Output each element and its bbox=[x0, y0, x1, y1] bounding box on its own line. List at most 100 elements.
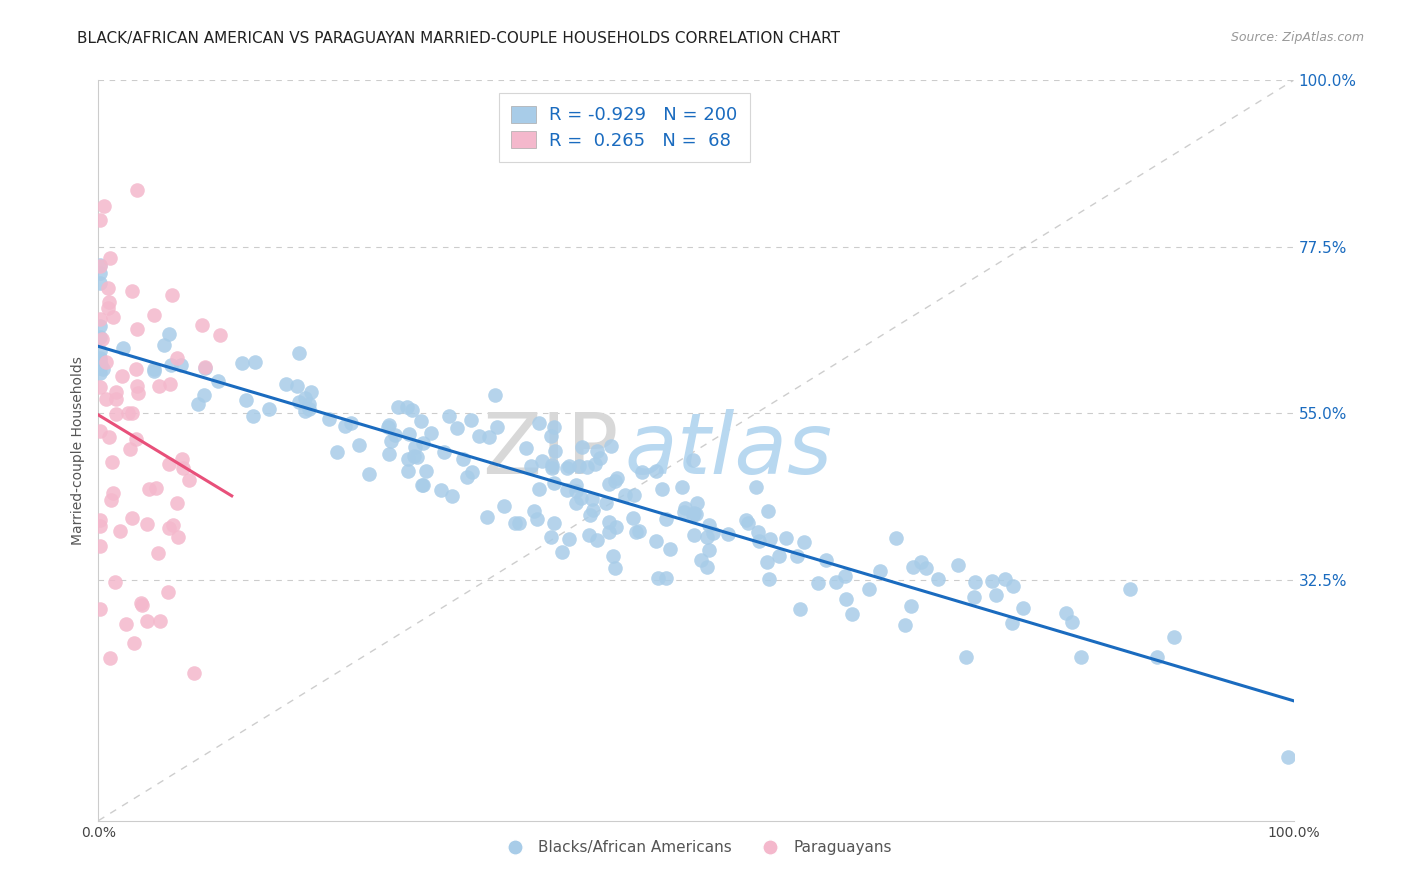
Point bbox=[565, 496, 588, 510]
Point bbox=[527, 417, 550, 431]
Text: ZIP: ZIP bbox=[482, 409, 619, 492]
Point bbox=[614, 487, 637, 501]
Point bbox=[100, 455, 122, 469]
Text: Source: ZipAtlas.com: Source: ZipAtlas.com bbox=[1230, 31, 1364, 45]
Point bbox=[747, 524, 769, 539]
Point bbox=[965, 575, 987, 590]
Point bbox=[288, 395, 311, 409]
Point bbox=[756, 555, 779, 569]
Point bbox=[242, 409, 264, 423]
Point bbox=[121, 405, 143, 419]
Point bbox=[412, 435, 434, 450]
Point bbox=[406, 450, 429, 465]
Point bbox=[841, 607, 863, 621]
Point bbox=[166, 495, 188, 509]
Point bbox=[89, 539, 111, 553]
Point bbox=[484, 388, 506, 402]
Point bbox=[89, 330, 111, 344]
Point bbox=[696, 559, 718, 574]
Point bbox=[544, 444, 567, 458]
Point bbox=[1011, 600, 1033, 615]
Point bbox=[654, 512, 676, 526]
Point bbox=[349, 438, 371, 452]
Point bbox=[737, 516, 759, 530]
Point bbox=[378, 418, 401, 433]
Point bbox=[298, 402, 321, 417]
Point bbox=[138, 482, 160, 496]
Point bbox=[111, 341, 134, 355]
Point bbox=[143, 361, 166, 376]
Point bbox=[600, 439, 623, 453]
Point bbox=[143, 308, 166, 322]
Point bbox=[807, 576, 830, 591]
Point bbox=[127, 321, 149, 335]
Point bbox=[540, 458, 562, 472]
Point bbox=[96, 392, 118, 406]
Point bbox=[89, 312, 111, 326]
Point bbox=[568, 459, 591, 474]
Point bbox=[1001, 615, 1024, 630]
Point bbox=[901, 559, 924, 574]
Point bbox=[318, 412, 340, 426]
Point bbox=[160, 288, 183, 302]
Point bbox=[135, 614, 157, 628]
Point bbox=[894, 618, 917, 632]
Point bbox=[586, 444, 609, 458]
Point bbox=[494, 499, 516, 513]
Point bbox=[294, 391, 316, 405]
Point bbox=[651, 482, 673, 496]
Point bbox=[955, 650, 977, 665]
Point bbox=[834, 569, 856, 583]
Point bbox=[644, 465, 666, 479]
Point bbox=[194, 359, 217, 374]
Point bbox=[578, 527, 600, 541]
Point bbox=[758, 572, 780, 586]
Point bbox=[89, 318, 111, 333]
Point bbox=[825, 574, 848, 589]
Point bbox=[172, 460, 194, 475]
Point bbox=[673, 505, 696, 519]
Point bbox=[581, 491, 603, 506]
Point bbox=[621, 511, 644, 525]
Point bbox=[543, 475, 565, 490]
Point bbox=[243, 355, 266, 369]
Point bbox=[623, 488, 645, 502]
Point bbox=[1002, 579, 1025, 593]
Text: BLACK/AFRICAN AMERICAN VS PARAGUAYAN MARRIED-COUPLE HOUSEHOLDS CORRELATION CHART: BLACK/AFRICAN AMERICAN VS PARAGUAYAN MAR… bbox=[77, 31, 841, 46]
Point bbox=[340, 416, 363, 430]
Point bbox=[285, 379, 308, 393]
Point bbox=[104, 384, 127, 399]
Point bbox=[387, 401, 409, 415]
Point bbox=[433, 445, 456, 459]
Point bbox=[598, 476, 620, 491]
Point bbox=[411, 478, 433, 492]
Point bbox=[97, 280, 120, 294]
Point bbox=[98, 650, 122, 665]
Point bbox=[167, 530, 190, 544]
Point bbox=[207, 374, 229, 388]
Point bbox=[357, 467, 380, 481]
Point bbox=[685, 507, 707, 521]
Point bbox=[157, 326, 180, 341]
Point bbox=[299, 384, 322, 399]
Point bbox=[98, 251, 122, 265]
Point bbox=[884, 531, 907, 545]
Point bbox=[598, 515, 620, 529]
Point bbox=[627, 524, 650, 539]
Point bbox=[326, 444, 349, 458]
Point bbox=[759, 532, 782, 546]
Point bbox=[626, 524, 648, 539]
Point bbox=[89, 602, 111, 616]
Point bbox=[89, 519, 111, 533]
Point bbox=[287, 346, 309, 360]
Point bbox=[259, 401, 281, 416]
Point bbox=[115, 617, 138, 632]
Point bbox=[208, 328, 231, 343]
Point bbox=[673, 500, 696, 515]
Point bbox=[558, 532, 581, 546]
Point bbox=[415, 464, 437, 478]
Y-axis label: Married-couple Households: Married-couple Households bbox=[72, 356, 86, 545]
Point bbox=[384, 428, 406, 442]
Point bbox=[606, 471, 628, 485]
Point bbox=[551, 545, 574, 559]
